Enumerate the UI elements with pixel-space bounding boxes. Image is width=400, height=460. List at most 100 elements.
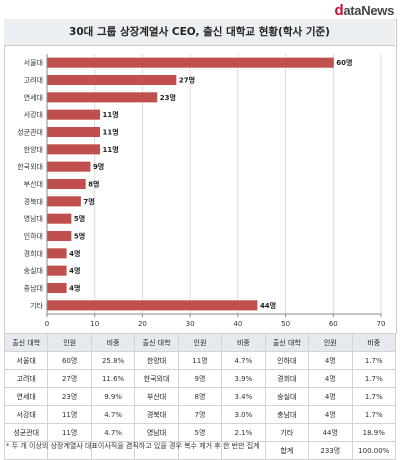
chart-frame (4, 19, 397, 334)
category-label: 영남대 (24, 214, 43, 223)
table-cell: 3.0% (221, 405, 266, 424)
bar (47, 161, 91, 172)
data-label: 60명 (336, 58, 352, 67)
category-label: 부산대 (24, 180, 43, 189)
table-cell: 4명 (308, 369, 353, 388)
data-label: 4명 (69, 249, 80, 258)
datanews-logo: dataNews (334, 2, 394, 19)
category-label: 서울대 (24, 58, 43, 67)
table-row: 성균관대 11명 4.7% 영남대 5명 2.1% 기타 44명 18.9% (3, 423, 396, 442)
table-cell: 4명 (308, 387, 353, 406)
category-label: 기타 (30, 301, 43, 310)
bar (47, 213, 72, 224)
category-label: 한국외대 (17, 162, 43, 171)
table-cell: 서울대 (3, 351, 49, 370)
x-tick-label: 20 (138, 320, 147, 328)
table-cell: 18.9% (351, 423, 396, 442)
category-label: 성균관대 (17, 128, 43, 137)
category-label: 한양대 (24, 146, 43, 154)
bar (47, 230, 72, 242)
table-header-cell: 출신 대학 (264, 333, 310, 352)
table-cell: 충남대 (264, 405, 310, 424)
bar (47, 248, 67, 259)
bar (47, 92, 158, 103)
x-tick-label: 40 (233, 320, 242, 328)
data-label: 11명 (102, 145, 118, 154)
category-label: 숭실대 (24, 266, 43, 275)
table-cell: 11.6% (90, 369, 136, 388)
bar (47, 109, 100, 120)
table-row: 고려대 27명 11.6% 한국외대 9명 3.9% 경희대 4명 1.7% (3, 369, 396, 388)
table-cell: 1.7% (351, 369, 396, 388)
table-cell: 한양대 (134, 351, 179, 370)
table-cell: 5명 (177, 423, 223, 442)
bar (47, 126, 100, 138)
data-label: 11명 (102, 128, 118, 137)
x-tick-label: 70 (377, 320, 386, 328)
bar (47, 57, 334, 68)
table-cell: 1.7% (351, 351, 396, 370)
table-header-row: 출신 대학 인원 비중 출신 대학 인원 비중 출신 대학 인원 비중 (3, 333, 396, 352)
table-cell: 성균관대 (3, 423, 49, 442)
table-cell: 11명 (47, 423, 92, 442)
x-tick-label: 0 (45, 320, 49, 328)
table-cell: 25.8% (90, 351, 136, 370)
x-tick-label: 60 (329, 320, 338, 328)
bar (47, 282, 67, 294)
table-header-cell: 출신 대학 (3, 333, 49, 352)
table-cell: 3.4% (221, 387, 266, 406)
table-cell: 4.7% (90, 423, 136, 442)
x-tick-label: 50 (281, 320, 290, 328)
table-cell: 9.9% (90, 387, 136, 406)
bar (47, 74, 177, 86)
category-label: 고려대 (24, 76, 43, 85)
table-cell: 4.7% (221, 351, 266, 370)
table-cell: 서강대 (3, 405, 49, 424)
footnote: * 두 개 이상의 상장계열사 대표이사직을 겸직하고 있을 경우 복수 제거 … (6, 442, 260, 450)
data-label: 7명 (83, 197, 94, 206)
table-header-cell: 인원 (308, 333, 353, 352)
table-cell: 9명 (177, 369, 223, 388)
table-cell: 한국외대 (134, 369, 179, 388)
category-label: 서강대 (24, 110, 43, 119)
table-header-cell: 출신 대학 (134, 333, 179, 352)
table-cell: 부산대 (134, 387, 179, 406)
table-cell: 23명 (47, 387, 92, 406)
data-label: 4명 (69, 266, 80, 275)
category-label: 연세대 (24, 93, 43, 102)
table-row: 서강대 11명 4.7% 경북대 7명 3.0% 충남대 4명 1.7% (3, 405, 396, 424)
table-row: 합계 233명 100.00% (3, 441, 396, 460)
data-label: 5명 (74, 214, 85, 223)
data-label: 5명 (74, 232, 85, 241)
table-cell: 27명 (47, 369, 92, 388)
table-cell: 영남대 (134, 423, 179, 442)
bar (47, 144, 100, 155)
table-row: 연세대 23명 9.9% 부산대 8명 3.4% 숭실대 4명 1.7% (3, 387, 396, 406)
table-row: 서울대 60명 25.8% 한양대 11명 4.7% 인하대 4명 1.7% (3, 351, 396, 370)
table-cell: 2.1% (221, 423, 266, 442)
table-cell: 숭실대 (264, 387, 310, 406)
x-tick-label: 30 (186, 320, 195, 328)
bar (47, 196, 81, 207)
table-header-cell: 인원 (177, 333, 223, 352)
bar (47, 265, 67, 276)
table-cell: 고려대 (3, 369, 49, 388)
category-label: 인하대 (24, 232, 43, 241)
table-cell: 연세대 (3, 387, 49, 406)
x-tick-label: 10 (90, 320, 99, 328)
table-cell: 11명 (47, 405, 92, 424)
data-label: 8명 (88, 180, 99, 189)
table-cell: 1.7% (351, 405, 396, 424)
table-header-cell: 인원 (47, 333, 92, 352)
table-cell: 4명 (308, 405, 353, 424)
table-cell: 8명 (177, 387, 223, 406)
logo-text: ataNews (343, 3, 394, 18)
data-label: 11명 (102, 110, 118, 119)
table-cell: 4명 (308, 351, 353, 370)
bar (47, 178, 86, 190)
table-cell: 기타 (264, 423, 310, 442)
table-header-cell: 비중 (90, 333, 136, 352)
logo-letter-d: d (334, 2, 344, 19)
data-label: 27명 (179, 76, 195, 85)
